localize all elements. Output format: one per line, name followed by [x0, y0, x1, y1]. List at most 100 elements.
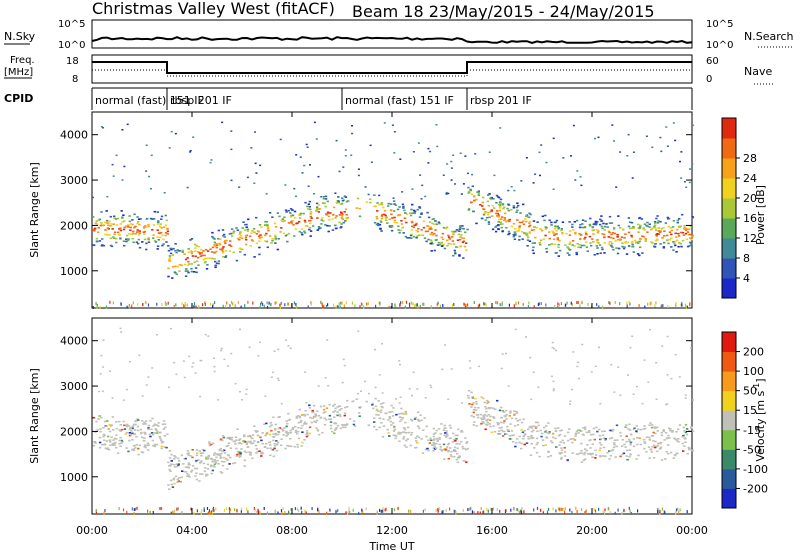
- echo-cell: [430, 241, 433, 244]
- echo-cell: [481, 205, 484, 207]
- echo-cell: [587, 453, 590, 455]
- echo-cell: [576, 510, 578, 513]
- echo-cell: [544, 226, 548, 228]
- echo-cell: [306, 205, 309, 208]
- echo-cell: [542, 238, 546, 240]
- echo-cell: [678, 241, 681, 244]
- echo-cell: [590, 244, 593, 247]
- echo-cell: [446, 239, 449, 242]
- echo-cell: [639, 428, 642, 431]
- echo-cell: [512, 441, 515, 443]
- echo-cell: [320, 196, 323, 198]
- echo-cell: [272, 436, 275, 438]
- echo-cell: [600, 225, 604, 228]
- echo-cell: [375, 413, 378, 416]
- power-colorbar-label: Power [dB]: [754, 185, 767, 245]
- echo-cell: [190, 263, 193, 265]
- echo-cell: [589, 447, 592, 449]
- echo-cell: [532, 220, 536, 222]
- nsky-tick-top: 10^5: [58, 19, 85, 30]
- echo-cell: [168, 450, 171, 452]
- echo-cell: [160, 227, 163, 229]
- echo-cell: [553, 221, 556, 224]
- echo-cell: [243, 440, 247, 443]
- echo-cell: [508, 435, 512, 437]
- echo-cell: [640, 218, 644, 220]
- echo-cell: [595, 426, 598, 429]
- echo-cell: [108, 220, 111, 223]
- echo-cell: [396, 222, 399, 224]
- echo-cell: [484, 219, 487, 221]
- echo-cell: [184, 466, 188, 468]
- echo-cell: [495, 202, 498, 204]
- echo-cell: [123, 226, 126, 229]
- echo-cell: [508, 438, 512, 440]
- echo-cell: [476, 191, 479, 193]
- echo-cell: [289, 431, 293, 434]
- echo-cell: [294, 431, 298, 433]
- echo-cell: [456, 246, 459, 249]
- echo-cell: [303, 230, 306, 233]
- echo-cell: [145, 384, 148, 386]
- echo-cell: [582, 459, 586, 461]
- echo-cell: [614, 240, 617, 242]
- echo-cell: [261, 301, 263, 305]
- echo-cell: [156, 302, 158, 306]
- colorbar-tick-label: -200: [743, 482, 768, 495]
- echo-cell: [678, 424, 682, 426]
- echo-cell: [417, 142, 420, 144]
- echo-cell: [163, 435, 167, 437]
- echo-cell: [250, 147, 253, 149]
- echo-cell: [342, 426, 345, 429]
- echo-cell: [161, 303, 163, 306]
- echo-cell: [100, 211, 103, 213]
- echo-cell: [284, 303, 286, 307]
- echo-cell: [457, 428, 460, 431]
- echo-cell: [584, 231, 588, 233]
- echo-cell: [440, 423, 443, 425]
- echo-cell: [546, 431, 550, 434]
- echo-cell: [379, 303, 381, 307]
- echo-cell: [405, 446, 408, 448]
- echo-cell: [594, 365, 597, 368]
- echo-cell: [461, 225, 464, 227]
- echo-cell: [657, 510, 659, 514]
- echo-cell: [594, 457, 597, 459]
- echo-cell: [638, 227, 641, 230]
- echo-cell: [138, 223, 141, 226]
- echo-cell: [568, 254, 571, 256]
- echo-cell: [405, 221, 408, 224]
- echo-cell: [486, 200, 490, 203]
- echo-cell: [400, 418, 403, 421]
- echo-cell: [412, 226, 415, 229]
- echo-cell: [567, 439, 570, 442]
- echo-cell: [500, 218, 503, 220]
- echo-cell: [433, 442, 436, 444]
- echo-cell: [453, 509, 455, 513]
- echo-cell: [689, 347, 692, 349]
- echo-cell: [555, 230, 558, 232]
- echo-cell: [622, 247, 626, 250]
- echo-cell: [602, 455, 605, 457]
- echo-cell: [492, 425, 495, 427]
- echo-cell: [221, 248, 224, 250]
- echo-cell: [423, 417, 426, 419]
- echo-cell: [340, 215, 344, 217]
- echo-cell: [474, 406, 477, 409]
- echo-cell: [416, 425, 420, 427]
- echo-cell: [528, 222, 531, 224]
- echo-cell: [189, 455, 192, 457]
- echo-cell: [478, 303, 481, 307]
- echo-cell: [487, 509, 489, 513]
- echo-cell: [450, 450, 453, 453]
- echo-cell: [692, 399, 694, 401]
- echo-cell: [691, 430, 695, 433]
- echo-cell: [247, 300, 249, 304]
- echo-cell: [530, 434, 533, 437]
- echo-cell: [510, 438, 513, 440]
- echo-cell: [430, 231, 434, 234]
- echo-cell: [313, 420, 316, 423]
- echo-cell: [238, 451, 242, 454]
- echo-cell: [644, 238, 647, 241]
- echo-cell: [123, 428, 127, 430]
